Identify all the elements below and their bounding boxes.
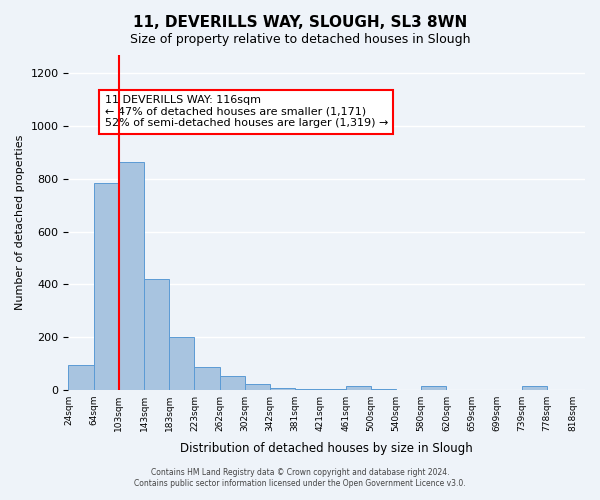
Bar [270,388,295,390]
Text: Size of property relative to detached houses in Slough: Size of property relative to detached ho… [130,32,470,46]
Y-axis label: Number of detached properties: Number of detached properties [15,134,25,310]
Bar [522,386,547,390]
Bar [94,183,119,390]
Bar [421,386,446,390]
Text: Contains HM Land Registry data © Crown copyright and database right 2024.
Contai: Contains HM Land Registry data © Crown c… [134,468,466,487]
Bar [295,389,320,390]
Bar [119,162,144,390]
Bar [245,384,270,390]
Text: 11, DEVERILLS WAY, SLOUGH, SL3 8WN: 11, DEVERILLS WAY, SLOUGH, SL3 8WN [133,15,467,30]
Bar [68,364,94,390]
Bar [320,389,346,390]
Bar [194,368,220,390]
Bar [371,389,396,390]
Bar [144,279,169,390]
Bar [169,337,194,390]
Bar [220,376,245,390]
Text: 11 DEVERILLS WAY: 116sqm
← 47% of detached houses are smaller (1,171)
52% of sem: 11 DEVERILLS WAY: 116sqm ← 47% of detach… [104,95,388,128]
X-axis label: Distribution of detached houses by size in Slough: Distribution of detached houses by size … [181,442,473,455]
Bar [346,386,371,390]
